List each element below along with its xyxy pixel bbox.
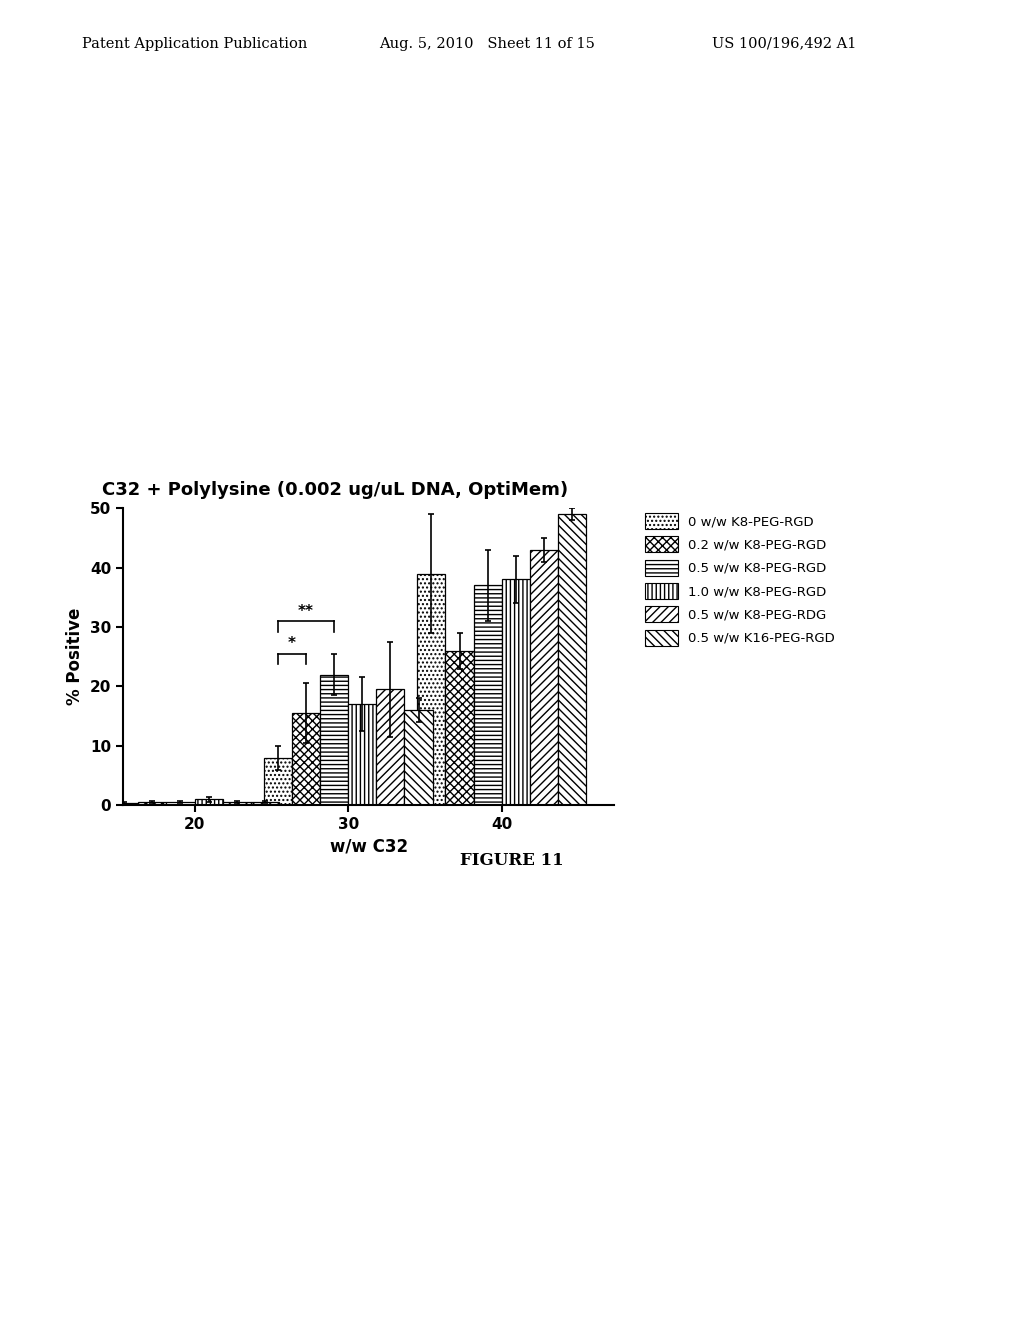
Bar bbox=[292, 713, 319, 805]
Bar bbox=[558, 515, 586, 805]
Text: **: ** bbox=[298, 603, 314, 619]
Y-axis label: % Positive: % Positive bbox=[67, 609, 84, 705]
Bar bbox=[502, 579, 530, 805]
Bar bbox=[418, 573, 445, 805]
Bar bbox=[223, 803, 251, 805]
X-axis label: w/w C32: w/w C32 bbox=[330, 838, 408, 855]
Bar bbox=[473, 586, 502, 805]
Bar bbox=[263, 758, 292, 805]
Bar bbox=[404, 710, 433, 805]
Bar bbox=[348, 705, 376, 805]
Bar bbox=[195, 799, 223, 805]
Text: C32 + Polylysine (0.002 ug/uL DNA, OptiMem): C32 + Polylysine (0.002 ug/uL DNA, OptiM… bbox=[102, 480, 568, 499]
Bar bbox=[166, 803, 195, 805]
Bar bbox=[111, 804, 138, 805]
Bar bbox=[138, 803, 167, 805]
Text: Patent Application Publication: Patent Application Publication bbox=[82, 37, 307, 50]
Text: FIGURE 11: FIGURE 11 bbox=[460, 851, 564, 869]
Bar bbox=[319, 675, 348, 805]
Bar bbox=[530, 549, 558, 805]
Text: *: * bbox=[288, 636, 296, 651]
Legend: 0 w/w K8-PEG-RGD, 0.2 w/w K8-PEG-RGD, 0.5 w/w K8-PEG-RGD, 1.0 w/w K8-PEG-RGD, 0.: 0 w/w K8-PEG-RGD, 0.2 w/w K8-PEG-RGD, 0.… bbox=[641, 508, 839, 649]
Text: US 100/196,492 A1: US 100/196,492 A1 bbox=[712, 37, 856, 50]
Bar bbox=[251, 803, 279, 805]
Bar bbox=[445, 651, 474, 805]
Bar bbox=[377, 689, 404, 805]
Text: Aug. 5, 2010   Sheet 11 of 15: Aug. 5, 2010 Sheet 11 of 15 bbox=[379, 37, 595, 50]
